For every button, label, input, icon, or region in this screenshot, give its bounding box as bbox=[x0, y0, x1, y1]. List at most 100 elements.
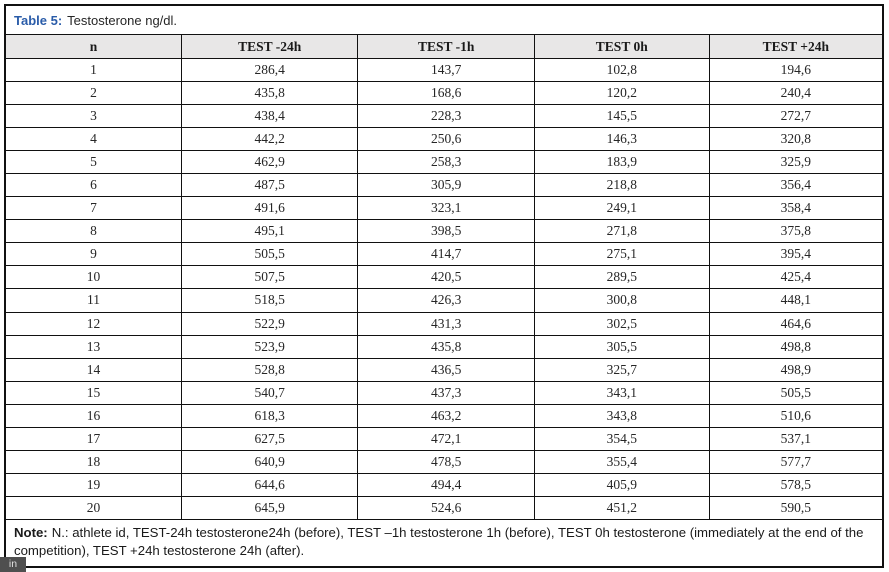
cell: 523,9 bbox=[180, 334, 359, 359]
cell: 4 bbox=[4, 127, 182, 152]
cell: 405,9 bbox=[533, 472, 710, 497]
table-row: 4 442,2 250,6 146,3 320,8 bbox=[4, 127, 884, 152]
cell: 358,4 bbox=[708, 196, 884, 221]
cell: 13 bbox=[4, 334, 182, 359]
cell: 491,6 bbox=[180, 196, 359, 221]
cell: 375,8 bbox=[708, 219, 884, 244]
cell: 18 bbox=[4, 449, 182, 474]
cell: 436,5 bbox=[357, 357, 535, 382]
table-row: 15 540,7 437,3 343,1 505,5 bbox=[4, 380, 884, 405]
table-row: 17 627,5 472,1 354,5 537,1 bbox=[4, 426, 884, 451]
table-row: 16 618,3 463,2 343,8 510,6 bbox=[4, 403, 884, 428]
cell: 120,2 bbox=[533, 81, 710, 106]
table-row: 3 438,4 228,3 145,5 272,7 bbox=[4, 104, 884, 129]
cell: 426,3 bbox=[357, 288, 535, 313]
linkedin-icon: in bbox=[8, 558, 18, 571]
cell: 435,8 bbox=[180, 81, 359, 106]
table-row: 6 487,5 305,9 218,8 356,4 bbox=[4, 173, 884, 198]
cell: 9 bbox=[4, 242, 182, 267]
cell: 414,7 bbox=[357, 242, 535, 267]
table-row: 13 523,9 435,8 305,5 498,8 bbox=[4, 334, 884, 359]
cell: 102,8 bbox=[533, 57, 710, 83]
cell: 11 bbox=[4, 288, 182, 313]
cell: 2 bbox=[4, 81, 182, 106]
cell: 494,4 bbox=[357, 472, 535, 497]
cell: 275,1 bbox=[533, 242, 710, 267]
cell: 464,6 bbox=[708, 311, 884, 336]
cell: 6 bbox=[4, 173, 182, 198]
cell: 258,3 bbox=[357, 150, 535, 175]
cell: 323,1 bbox=[357, 196, 535, 221]
cell: 495,1 bbox=[180, 219, 359, 244]
cell: 578,5 bbox=[708, 472, 884, 497]
cell: 302,5 bbox=[533, 311, 710, 336]
cell: 12 bbox=[4, 311, 182, 336]
cell: 507,5 bbox=[180, 265, 359, 290]
table-row: 7 491,6 323,1 249,1 358,4 bbox=[4, 196, 884, 221]
cell: 16 bbox=[4, 403, 182, 428]
cell: 325,9 bbox=[708, 150, 884, 175]
cell: 472,1 bbox=[357, 426, 535, 451]
note-label: Note: bbox=[14, 525, 48, 540]
table-row: 11 518,5 426,3 300,8 448,1 bbox=[4, 288, 884, 313]
cell: 640,9 bbox=[180, 449, 359, 474]
cell: 3 bbox=[4, 104, 182, 129]
cell: 463,2 bbox=[357, 403, 535, 428]
cell: 528,8 bbox=[180, 357, 359, 382]
cell: 305,5 bbox=[533, 334, 710, 359]
column-header: TEST +24h bbox=[708, 34, 884, 59]
cell: 435,8 bbox=[357, 334, 535, 359]
cell: 425,4 bbox=[708, 265, 884, 290]
cell: 305,9 bbox=[357, 173, 535, 198]
cell: 398,5 bbox=[357, 219, 535, 244]
table-note-row: Note: N.: athlete id, TEST-24h testostero… bbox=[4, 519, 884, 568]
cell: 420,5 bbox=[357, 265, 535, 290]
table-row: 2 435,8 168,6 120,2 240,4 bbox=[4, 81, 884, 106]
cell: 194,6 bbox=[708, 57, 884, 83]
cell: 168,6 bbox=[357, 81, 535, 106]
column-header-row: n TEST -24h TEST -1h TEST 0h TEST +24h bbox=[4, 34, 884, 59]
table-row: 20 645,9 524,6 451,2 590,5 bbox=[4, 495, 884, 521]
cell: 478,5 bbox=[357, 449, 535, 474]
cell: 183,9 bbox=[533, 150, 710, 175]
cell: 462,9 bbox=[180, 150, 359, 175]
cell: 19 bbox=[4, 472, 182, 497]
cell: 522,9 bbox=[180, 311, 359, 336]
cell: 218,8 bbox=[533, 173, 710, 198]
cell: 146,3 bbox=[533, 127, 710, 152]
table-row: 18 640,9 478,5 355,4 577,7 bbox=[4, 449, 884, 474]
cell: 518,5 bbox=[180, 288, 359, 313]
cell: 437,3 bbox=[357, 380, 535, 405]
cell: 355,4 bbox=[533, 449, 710, 474]
table-row: 8 495,1 398,5 271,8 375,8 bbox=[4, 219, 884, 244]
cell: 442,2 bbox=[180, 127, 359, 152]
cell: 537,1 bbox=[708, 426, 884, 451]
cell: 240,4 bbox=[708, 81, 884, 106]
cell: 320,8 bbox=[708, 127, 884, 152]
cell: 618,3 bbox=[180, 403, 359, 428]
cell: 438,4 bbox=[180, 104, 359, 129]
cell: 354,5 bbox=[533, 426, 710, 451]
cell: 5 bbox=[4, 150, 182, 175]
table-note: Note: N.: athlete id, TEST-24h testostero… bbox=[4, 519, 884, 568]
linkedin-share-badge[interactable]: in bbox=[0, 557, 26, 572]
cell: 627,5 bbox=[180, 426, 359, 451]
cell: 228,3 bbox=[357, 104, 535, 129]
table-caption-row: Table 5: Testosterone ng/dl. bbox=[4, 4, 884, 35]
cell: 645,9 bbox=[180, 495, 359, 521]
cell: 505,5 bbox=[708, 380, 884, 405]
table-row: 5 462,9 258,3 183,9 325,9 bbox=[4, 150, 884, 175]
testosterone-table: Table 5: Testosterone ng/dl. n TEST -24h TE… bbox=[4, 4, 884, 568]
cell: 145,5 bbox=[533, 104, 710, 129]
table-row: 10 507,5 420,5 289,5 425,4 bbox=[4, 265, 884, 290]
cell: 14 bbox=[4, 357, 182, 382]
table-number-label: Table 5: bbox=[14, 12, 63, 28]
cell: 644,6 bbox=[180, 472, 359, 497]
cell: 20 bbox=[4, 495, 182, 521]
cell: 498,9 bbox=[708, 357, 884, 382]
cell: 498,8 bbox=[708, 334, 884, 359]
cell: 343,8 bbox=[533, 403, 710, 428]
cell: 1 bbox=[4, 57, 182, 83]
cell: 487,5 bbox=[180, 173, 359, 198]
table-row: 19 644,6 494,4 405,9 578,5 bbox=[4, 472, 884, 497]
